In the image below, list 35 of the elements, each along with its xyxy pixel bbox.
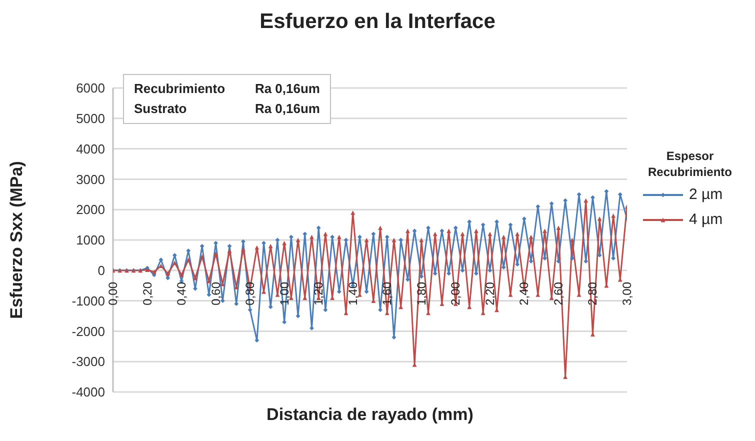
x-tick-label: 2,60 [551,282,566,306]
x-tick-label: 1,40 [346,282,360,306]
x-tick-label: 1,60 [380,282,394,306]
x-tick-label: 0,80 [243,282,258,306]
x-tick-label: 0,40 [174,282,189,306]
x-tick-label: 3,00 [620,282,634,306]
x-tick-label: 0,00 [106,282,120,306]
x-tick-label: 0,60 [208,282,223,306]
y-tick-label: 1000 [76,232,105,248]
x-tick-label: 2,00 [448,282,463,306]
x-tick-label: 2,40 [517,282,532,306]
x-tick-label: 0,20 [140,282,154,306]
y-tick-label: -1000 [72,293,105,308]
y-tick-label: 3000 [76,172,105,187]
text: Recubrimiento Ra 0,16um [134,81,320,96]
y-tick-label: 0 [98,263,105,278]
y-tick-label: 6000 [76,80,105,96]
x-axis-title: Distancia de rayado (mm) [266,405,474,425]
legend-label: 4 µm [689,211,723,228]
legend-title: Espesor Recubrimiento [646,148,733,180]
y-tick-label: -4000 [72,384,105,400]
text: Sustrato Ra 0,16um [134,101,320,116]
y-tick-label: 4000 [76,141,105,156]
x-tick-label: 1,80 [414,282,428,306]
y-axis-title: Esfuerzo Sxx (MPa) [7,161,26,319]
x-tick-label: 1,00 [277,282,292,306]
x-tick-label: 2,80 [586,282,600,306]
y-tick-label: 2000 [76,202,105,218]
x-tick-label: 2,20 [482,282,497,306]
chart-title: Esfuerzo en la Interface [258,10,496,34]
y-tick-label: 5000 [76,111,105,126]
x-tick-label: 1,20 [312,282,326,306]
legend-label: 2 µm [689,186,723,203]
y-tick-label: -2000 [72,324,105,339]
y-tick-label: -3000 [72,354,105,370]
